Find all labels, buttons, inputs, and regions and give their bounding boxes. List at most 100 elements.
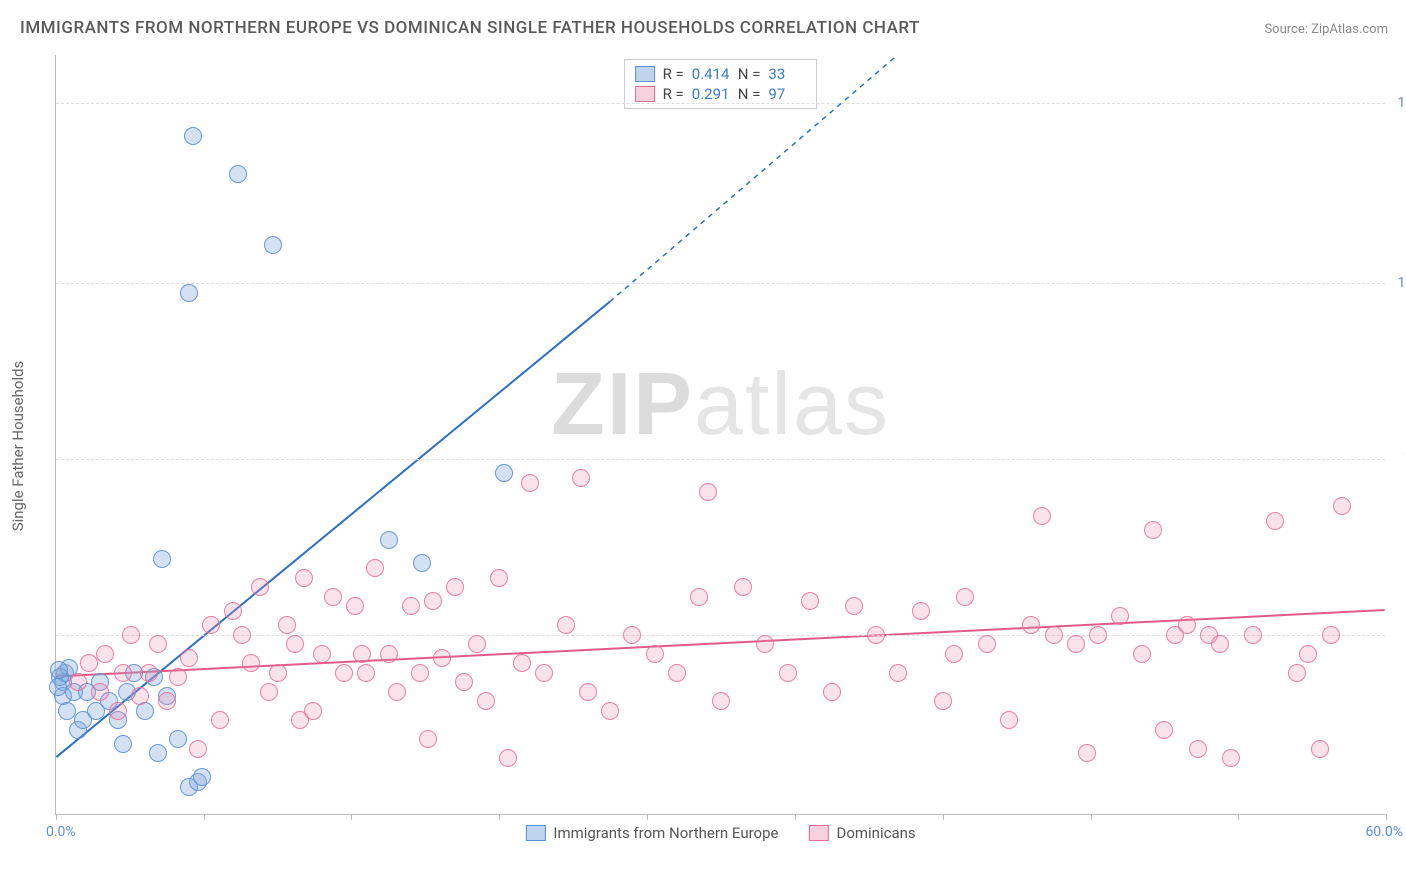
x-axis-min-label: 0.0%	[46, 824, 76, 840]
scatter-point	[295, 569, 313, 587]
legend-label: Dominicans	[836, 824, 915, 842]
correlation-legend: R =0.414N =33R =0.291N =97	[624, 59, 818, 109]
legend-item: Immigrants from Northern Europe	[525, 824, 778, 842]
scatter-point	[956, 588, 974, 606]
scatter-point	[1333, 497, 1351, 515]
scatter-point	[468, 635, 486, 653]
scatter-point	[122, 626, 140, 644]
scatter-point	[193, 768, 211, 786]
scatter-point	[50, 661, 68, 679]
x-tick	[204, 814, 205, 820]
scatter-point	[572, 469, 590, 487]
scatter-point	[233, 626, 251, 644]
scatter-point	[889, 664, 907, 682]
scatter-point	[579, 683, 597, 701]
scatter-point	[286, 635, 304, 653]
scatter-point	[224, 602, 242, 620]
scatter-point	[202, 616, 220, 634]
scatter-point	[1033, 507, 1051, 525]
scatter-point	[291, 711, 309, 729]
x-tick	[499, 814, 500, 820]
source-attribution: Source: ZipAtlas.com	[1264, 22, 1388, 37]
scatter-point	[278, 616, 296, 634]
legend-item: Dominicans	[808, 824, 915, 842]
scatter-point	[96, 645, 114, 663]
scatter-point	[131, 687, 149, 705]
scatter-point	[945, 645, 963, 663]
scatter-point	[411, 664, 429, 682]
scatter-point	[446, 578, 464, 596]
scatter-point	[1067, 635, 1085, 653]
scatter-point	[169, 668, 187, 686]
legend-swatch	[525, 825, 545, 841]
scatter-point	[490, 569, 508, 587]
x-tick	[56, 814, 57, 820]
scatter-point	[601, 702, 619, 720]
scatter-point	[1111, 607, 1129, 625]
scatter-point	[912, 602, 930, 620]
scatter-point	[153, 550, 171, 568]
legend-n-value: 97	[768, 85, 806, 103]
scatter-point	[756, 635, 774, 653]
scatter-point	[1244, 626, 1262, 644]
scatter-point	[158, 692, 176, 710]
scatter-point	[557, 616, 575, 634]
scatter-point	[521, 474, 539, 492]
scatter-point	[668, 664, 686, 682]
scatter-point	[1144, 521, 1162, 539]
legend-r-value: 0.291	[692, 85, 730, 103]
x-axis-max-label: 60.0%	[1365, 824, 1403, 840]
scatter-point	[388, 683, 406, 701]
x-tick	[351, 814, 352, 820]
scatter-point	[801, 592, 819, 610]
scatter-point	[1000, 711, 1018, 729]
legend-label: Immigrants from Northern Europe	[553, 824, 778, 842]
watermark-atlas: atlas	[694, 354, 890, 453]
scatter-point	[49, 678, 67, 696]
scatter-point	[264, 236, 282, 254]
y-tick-label: 7.5%	[1387, 451, 1406, 467]
scatter-point	[845, 597, 863, 615]
scatter-point	[433, 649, 451, 667]
legend-n-label: N =	[738, 85, 761, 103]
scatter-point	[413, 554, 431, 572]
scatter-point	[335, 664, 353, 682]
y-tick-label: 3.8%	[1387, 627, 1406, 643]
scatter-point	[779, 664, 797, 682]
y-tick-label: 15.0%	[1387, 95, 1406, 111]
legend-n-label: N =	[738, 65, 761, 83]
source-link[interactable]: ZipAtlas.com	[1311, 22, 1388, 37]
scatter-point	[184, 127, 202, 145]
x-tick	[1238, 814, 1239, 820]
scatter-point	[477, 692, 495, 710]
scatter-point	[1022, 616, 1040, 634]
scatter-point	[149, 744, 167, 762]
scatter-point	[149, 635, 167, 653]
scatter-point	[189, 740, 207, 758]
scatter-point	[1311, 740, 1329, 758]
legend-swatch	[635, 66, 655, 82]
scatter-point	[535, 664, 553, 682]
scatter-point	[623, 626, 641, 644]
scatter-point	[1299, 645, 1317, 663]
scatter-point	[823, 683, 841, 701]
legend-swatch	[808, 825, 828, 841]
scatter-point	[1133, 645, 1151, 663]
scatter-point	[1266, 512, 1284, 530]
scatter-point	[353, 645, 371, 663]
scatter-point	[251, 578, 269, 596]
x-tick	[647, 814, 648, 820]
scatter-point	[109, 702, 127, 720]
y-tick-label: 11.2%	[1387, 275, 1406, 291]
watermark: ZIPatlas	[551, 353, 890, 455]
watermark-zip: ZIP	[551, 354, 694, 453]
scatter-point	[495, 464, 513, 482]
scatter-plot-area: ZIPatlas R =0.414N =33R =0.291N =97 0.0%…	[55, 55, 1385, 815]
scatter-point	[140, 664, 158, 682]
legend-r-label: R =	[663, 85, 684, 103]
x-tick	[1386, 814, 1387, 820]
scatter-point	[1155, 721, 1173, 739]
series-legend: Immigrants from Northern Europe Dominican…	[525, 824, 915, 842]
legend-n-value: 33	[768, 65, 806, 83]
scatter-point	[346, 597, 364, 615]
